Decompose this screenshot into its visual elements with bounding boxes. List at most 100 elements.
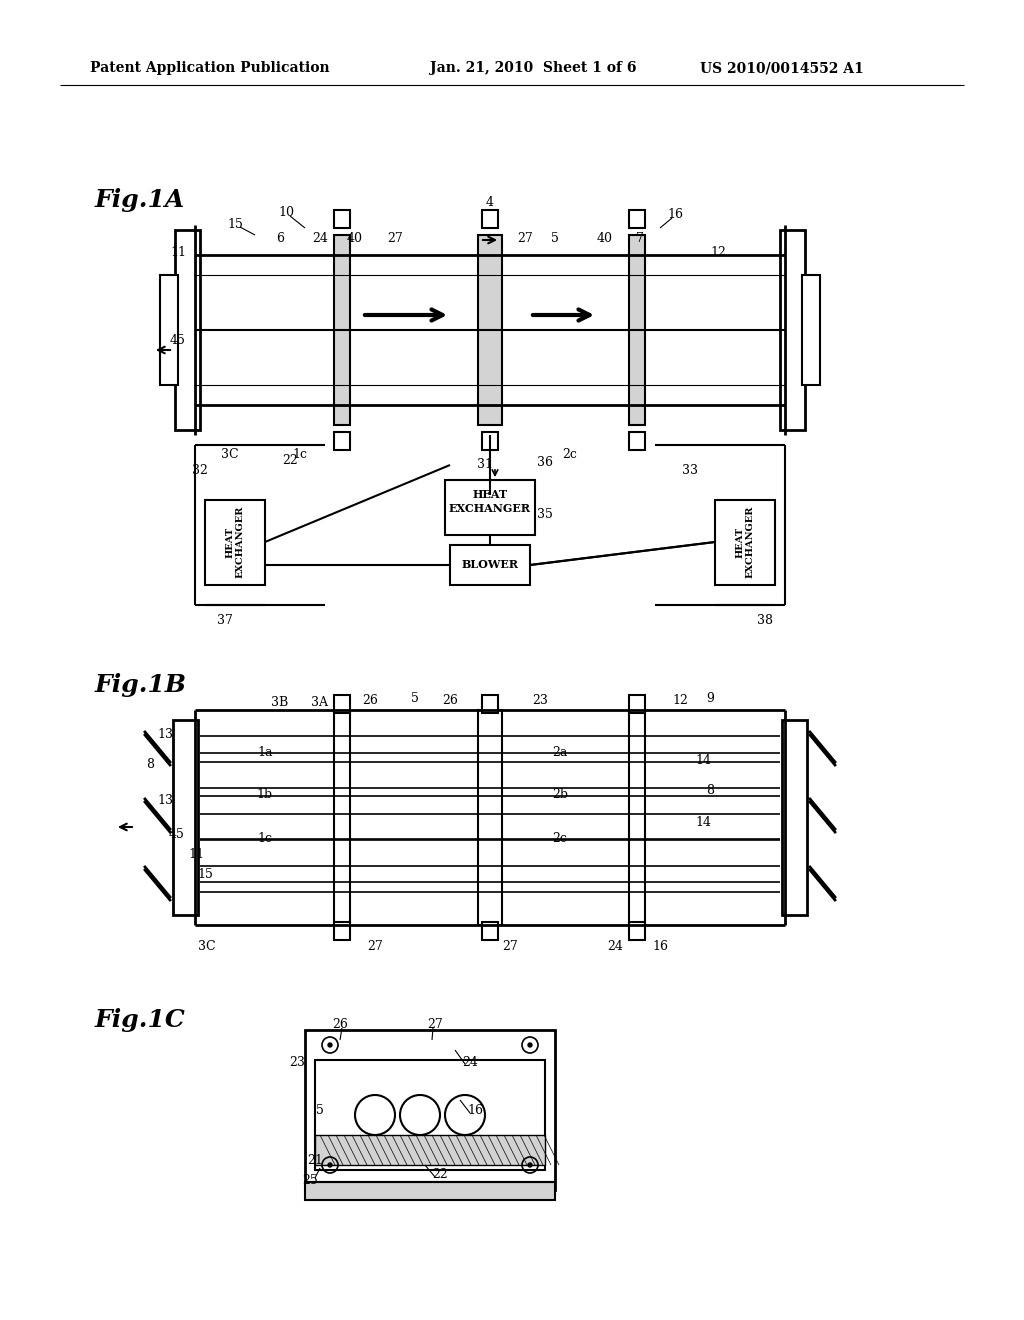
Text: 22: 22 xyxy=(432,1168,447,1181)
Bar xyxy=(175,230,200,430)
Text: 5: 5 xyxy=(551,231,559,244)
Bar xyxy=(482,432,498,450)
Text: 23: 23 xyxy=(532,693,548,706)
Text: 2c: 2c xyxy=(562,449,578,462)
Text: 40: 40 xyxy=(347,231,362,244)
Bar xyxy=(445,480,535,535)
Text: 14: 14 xyxy=(695,817,711,829)
Text: 12: 12 xyxy=(672,693,688,706)
Text: 11: 11 xyxy=(170,246,186,259)
Text: 15: 15 xyxy=(197,869,213,882)
Text: 27: 27 xyxy=(517,231,532,244)
Text: EXCHANGER: EXCHANGER xyxy=(449,503,531,513)
Text: 2a: 2a xyxy=(552,746,567,759)
Text: 36: 36 xyxy=(537,457,553,470)
Circle shape xyxy=(528,1163,532,1167)
Circle shape xyxy=(328,1163,332,1167)
Text: Patent Application Publication: Patent Application Publication xyxy=(90,61,330,75)
Text: 1c: 1c xyxy=(293,449,307,462)
Text: 27: 27 xyxy=(427,1019,442,1031)
Text: 26: 26 xyxy=(332,1019,348,1031)
Bar xyxy=(629,210,645,228)
Text: 23: 23 xyxy=(289,1056,305,1068)
Bar xyxy=(715,500,775,585)
Text: HEAT
EXCHANGER: HEAT EXCHANGER xyxy=(225,506,245,578)
Bar xyxy=(482,921,498,940)
Text: HEAT
EXCHANGER: HEAT EXCHANGER xyxy=(735,506,755,578)
Text: 35: 35 xyxy=(537,508,553,521)
Text: 27: 27 xyxy=(502,940,518,953)
Bar xyxy=(334,235,350,425)
Text: 1a: 1a xyxy=(257,746,272,759)
Text: 24: 24 xyxy=(462,1056,478,1068)
Text: 37: 37 xyxy=(217,614,232,627)
Text: 22: 22 xyxy=(283,454,298,466)
Text: 1c: 1c xyxy=(257,832,272,845)
Text: 2b: 2b xyxy=(552,788,568,801)
Text: 3A: 3A xyxy=(311,696,329,709)
Text: 32: 32 xyxy=(193,463,208,477)
Bar xyxy=(315,1060,545,1170)
Text: Fig.1B: Fig.1B xyxy=(95,673,187,697)
Bar xyxy=(629,235,645,425)
Bar xyxy=(450,545,530,585)
Text: 2c: 2c xyxy=(553,832,567,845)
Text: 15: 15 xyxy=(227,219,243,231)
Text: 12: 12 xyxy=(710,246,726,259)
Text: 8: 8 xyxy=(706,784,714,796)
Bar xyxy=(173,719,198,915)
Bar xyxy=(478,235,502,425)
Bar xyxy=(334,710,350,925)
Bar xyxy=(482,210,498,228)
Text: US 2010/0014552 A1: US 2010/0014552 A1 xyxy=(700,61,864,75)
Text: 4: 4 xyxy=(486,197,494,210)
Text: 13: 13 xyxy=(157,793,173,807)
Bar xyxy=(482,696,498,713)
Text: 3B: 3B xyxy=(271,696,289,709)
Bar xyxy=(205,500,265,585)
Text: 5: 5 xyxy=(411,692,419,705)
Text: 10: 10 xyxy=(278,206,294,219)
Bar xyxy=(334,696,350,713)
Bar xyxy=(305,1030,555,1191)
Text: 40: 40 xyxy=(597,231,613,244)
Bar xyxy=(629,432,645,450)
Text: 16: 16 xyxy=(652,940,668,953)
Text: 1b: 1b xyxy=(257,788,273,801)
Circle shape xyxy=(328,1043,332,1047)
Text: 5: 5 xyxy=(316,1104,324,1117)
Text: 26: 26 xyxy=(442,693,458,706)
Bar xyxy=(334,210,350,228)
Text: 11: 11 xyxy=(188,849,204,862)
Text: 9: 9 xyxy=(707,692,714,705)
Text: 24: 24 xyxy=(607,940,623,953)
Bar xyxy=(334,432,350,450)
Bar xyxy=(305,1181,555,1200)
Bar xyxy=(780,230,805,430)
Bar xyxy=(629,710,645,925)
Text: 27: 27 xyxy=(387,231,402,244)
Text: BLOWER: BLOWER xyxy=(462,560,518,570)
Text: 45: 45 xyxy=(170,334,186,346)
Text: 7: 7 xyxy=(636,231,644,244)
Text: 31: 31 xyxy=(477,458,493,471)
Bar xyxy=(334,921,350,940)
Bar xyxy=(802,275,820,385)
Text: 45: 45 xyxy=(169,829,185,842)
Bar xyxy=(478,710,502,925)
Text: 6: 6 xyxy=(276,231,284,244)
Text: 38: 38 xyxy=(757,614,773,627)
Text: Jan. 21, 2010  Sheet 1 of 6: Jan. 21, 2010 Sheet 1 of 6 xyxy=(430,61,637,75)
Circle shape xyxy=(528,1043,532,1047)
Text: HEAT: HEAT xyxy=(472,490,508,500)
Text: 16: 16 xyxy=(467,1104,483,1117)
Text: 3C: 3C xyxy=(199,940,216,953)
Text: 8: 8 xyxy=(146,759,154,771)
Text: 3C: 3C xyxy=(221,449,239,462)
Text: 33: 33 xyxy=(682,463,698,477)
Text: Fig.1A: Fig.1A xyxy=(95,187,185,213)
Text: 14: 14 xyxy=(695,754,711,767)
Text: 16: 16 xyxy=(667,209,683,222)
Text: 27: 27 xyxy=(368,940,383,953)
Text: 25: 25 xyxy=(302,1173,317,1187)
